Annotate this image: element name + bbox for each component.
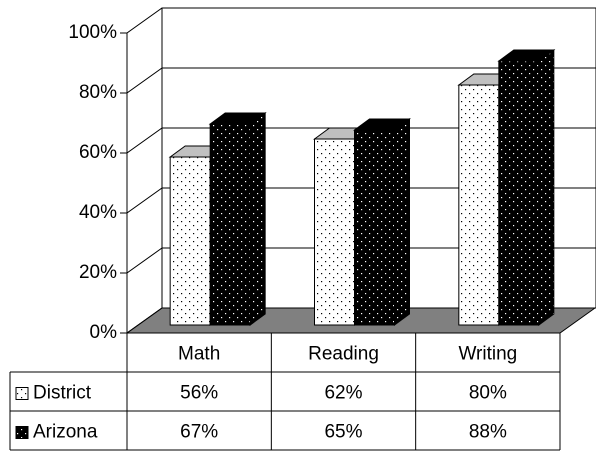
legend-label: District xyxy=(33,383,92,404)
bar xyxy=(498,60,540,326)
value-label: 56% xyxy=(180,383,218,404)
legend-swatch xyxy=(15,387,29,400)
value-label: 65% xyxy=(324,422,362,443)
grid-line xyxy=(126,247,596,274)
grid-line xyxy=(126,7,596,34)
bar xyxy=(458,84,500,326)
bar xyxy=(169,156,211,326)
bar xyxy=(314,138,355,326)
y-tick-label: 80% xyxy=(79,82,117,103)
value-label: 67% xyxy=(180,422,218,443)
x-tick-label: Reading xyxy=(308,344,379,365)
grid-line xyxy=(126,307,596,334)
grid-line xyxy=(126,67,596,94)
value-label: 88% xyxy=(469,422,507,443)
y-tick-label: 20% xyxy=(79,262,117,283)
bar-side xyxy=(249,112,266,326)
bar-side xyxy=(394,118,410,326)
legend-label: Arizona xyxy=(33,422,98,443)
y-tick-label: 60% xyxy=(79,142,117,163)
x-tick-label: Math xyxy=(178,344,220,365)
y-tick-label: 40% xyxy=(79,202,117,223)
bar xyxy=(354,129,395,326)
x-tick-label: Writing xyxy=(458,344,517,365)
value-label: 62% xyxy=(324,383,362,404)
legend-swatch xyxy=(15,426,29,439)
y-tick-label: 0% xyxy=(90,322,118,343)
y-tick-label: 100% xyxy=(68,22,117,43)
value-label: 80% xyxy=(469,383,507,404)
bar-side xyxy=(538,49,555,326)
grid-line xyxy=(126,127,596,154)
bar xyxy=(209,123,251,326)
grid-line xyxy=(126,187,596,214)
